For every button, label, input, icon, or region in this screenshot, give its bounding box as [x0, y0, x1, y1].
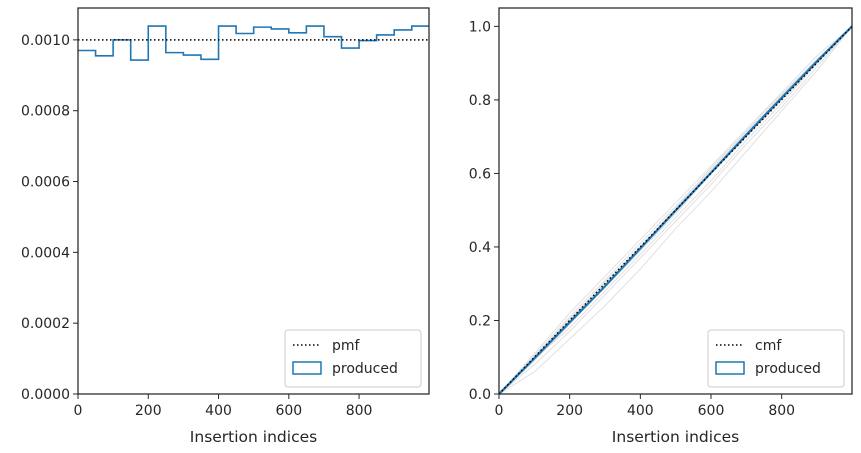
cmf-chart: 0 200 400 600 800 0.0 0.2 0.4 0.6 0.8 1.0 Insertion… — [469, 7, 853, 446]
series-produced — [78, 25, 429, 61]
legend-box — [284, 329, 422, 388]
legend-label: produced — [755, 361, 821, 377]
x-axis-label: Insertion indices — [612, 428, 739, 446]
x-tick-label: 800 — [346, 403, 373, 419]
legend-label: pmf — [332, 338, 361, 354]
legend-label: cmf — [755, 338, 782, 354]
legend-box — [707, 329, 845, 388]
y-tick-label: 0.0008 — [21, 104, 70, 120]
legend-label: produced — [332, 361, 398, 377]
y-tick-label: 0.0000 — [21, 387, 70, 403]
pmf-histogram-chart: 0 200 400 600 800 0.0000 0.0002 0.0004 0.0006 0.0… — [21, 7, 430, 446]
y-tick-label: 0.2 — [469, 313, 491, 329]
y-tick-label: 0.6 — [469, 166, 491, 182]
background-trace — [499, 26, 852, 394]
x-axis-label: Insertion indices — [190, 428, 317, 446]
cmf-reference-line — [499, 25, 852, 394]
legend: cmf produced — [707, 329, 845, 388]
y-tick-label: 0.0010 — [21, 33, 70, 49]
legend: pmf produced — [284, 329, 422, 388]
y-tick-label: 0.0004 — [21, 245, 70, 261]
y-tick-label: 0.0 — [469, 387, 491, 403]
x-tick-label: 800 — [768, 403, 795, 419]
axes-frame — [498, 7, 853, 395]
x-tick-label: 600 — [698, 403, 725, 419]
y-tick-label: 0.0006 — [21, 175, 70, 191]
background-trace — [499, 26, 852, 394]
axes-frame — [77, 7, 430, 395]
background-trace — [499, 25, 852, 394]
x-tick-label: 0 — [495, 403, 504, 419]
x-tick-label: 600 — [275, 403, 302, 419]
legend-patch-swatch — [715, 361, 745, 375]
background-trace — [499, 26, 852, 394]
series-produced — [499, 25, 852, 394]
x-tick-label: 400 — [627, 403, 654, 419]
y-tick-label: 0.4 — [469, 240, 491, 256]
x-tick-label: 400 — [205, 403, 232, 419]
y-tick-label: 0.8 — [469, 93, 491, 109]
plot-area — [78, 25, 429, 61]
background-trace — [499, 26, 852, 394]
legend-patch-swatch — [292, 361, 322, 375]
y-tick-label: 0.0002 — [21, 316, 70, 332]
x-tick-label: 200 — [135, 403, 162, 419]
x-tick-label: 0 — [74, 403, 83, 419]
x-tick-label: 200 — [556, 403, 583, 419]
plot-area — [499, 25, 852, 394]
y-tick-label: 1.0 — [469, 19, 491, 35]
